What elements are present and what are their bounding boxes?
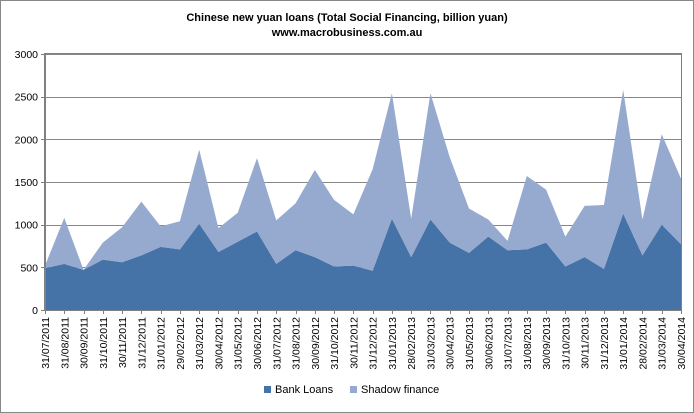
x-tick-label: 31/10/2012 xyxy=(329,317,341,370)
x-tick-label: 28/02/2013 xyxy=(406,317,418,370)
x-tick-label: 29/02/2012 xyxy=(175,317,187,370)
x-tick-label: 31/08/2012 xyxy=(291,317,303,370)
x-tick-label: 31/12/2013 xyxy=(599,317,611,370)
x-tick-label: 31/03/2012 xyxy=(194,317,206,370)
legend-swatch-bank-loans xyxy=(264,386,271,393)
x-tick-label: 30/11/2013 xyxy=(580,317,592,369)
x-tick-label: 30/04/2012 xyxy=(213,317,225,370)
x-tick-label: 31/01/2014 xyxy=(618,317,630,370)
area-series-layer xyxy=(45,89,681,310)
x-tick-label: 28/02/2014 xyxy=(637,317,649,370)
chart-title: Chinese new yuan loans (Total Social Fin… xyxy=(186,12,508,24)
y-tick-label: 500 xyxy=(20,262,38,274)
x-tick-label: 31/05/2013 xyxy=(464,317,476,370)
x-axis-tick-labels: 31/07/2011 31/08/2011 30/09/2011 31/10/2011… xyxy=(40,317,688,370)
area-series-bank-loans xyxy=(45,213,681,310)
x-tick-label: 30/04/2013 xyxy=(445,317,457,370)
legend-label-shadow-finance: Shadow finance xyxy=(361,384,439,396)
x-tick-label: 31/10/2011 xyxy=(98,317,110,369)
y-tick-label: 0 xyxy=(32,305,38,317)
x-tick-label: 30/11/2011 xyxy=(117,317,129,368)
x-tick-label: 30/06/2013 xyxy=(483,317,495,370)
x-tick-label: 30/06/2012 xyxy=(252,317,264,370)
legend: Bank Loans Shadow finance xyxy=(264,384,439,396)
x-tick-label: 30/11/2012 xyxy=(348,317,360,369)
x-tick-label: 30/09/2012 xyxy=(310,317,322,370)
x-tick-label: 31/01/2012 xyxy=(156,317,168,370)
axes xyxy=(41,54,682,314)
y-tick-label: 2500 xyxy=(15,92,39,104)
x-tick-label: 31/08/2011 xyxy=(59,317,71,369)
legend-label-bank-loans: Bank Loans xyxy=(275,384,334,396)
x-tick-label: 30/09/2013 xyxy=(541,317,553,370)
x-tick-label: 31/12/2011 xyxy=(136,317,148,369)
x-tick-label: 31/12/2012 xyxy=(368,317,380,370)
x-tick-label: 31/07/2011 xyxy=(40,317,52,369)
x-tick-label: 31/01/2013 xyxy=(387,317,399,370)
legend-swatch-shadow-finance xyxy=(350,386,357,393)
x-tick-label: 30/09/2011 xyxy=(79,317,91,369)
x-tick-label: 31/03/2013 xyxy=(425,317,437,370)
x-tick-label: 31/03/2014 xyxy=(657,317,669,370)
y-tick-label: 1500 xyxy=(15,177,39,189)
area-series-shadow-finance xyxy=(45,89,681,271)
y-tick-label: 2000 xyxy=(15,134,39,146)
x-tick-label: 31/05/2012 xyxy=(233,317,245,370)
chart-subtitle: www.macrobusiness.com.au xyxy=(271,27,423,39)
x-tick-label: 31/07/2012 xyxy=(271,317,283,370)
y-tick-label: 3000 xyxy=(15,49,39,61)
y-tick-label: 1000 xyxy=(15,220,39,232)
x-tick-label: 30/04/2014 xyxy=(676,317,688,370)
x-tick-label: 31/07/2013 xyxy=(503,317,515,370)
x-tick-label: 31/08/2013 xyxy=(522,317,534,370)
y-axis-tick-labels: 0 500 1000 1500 2000 2500 3000 xyxy=(15,49,39,317)
x-tick-label: 31/10/2013 xyxy=(560,317,572,370)
